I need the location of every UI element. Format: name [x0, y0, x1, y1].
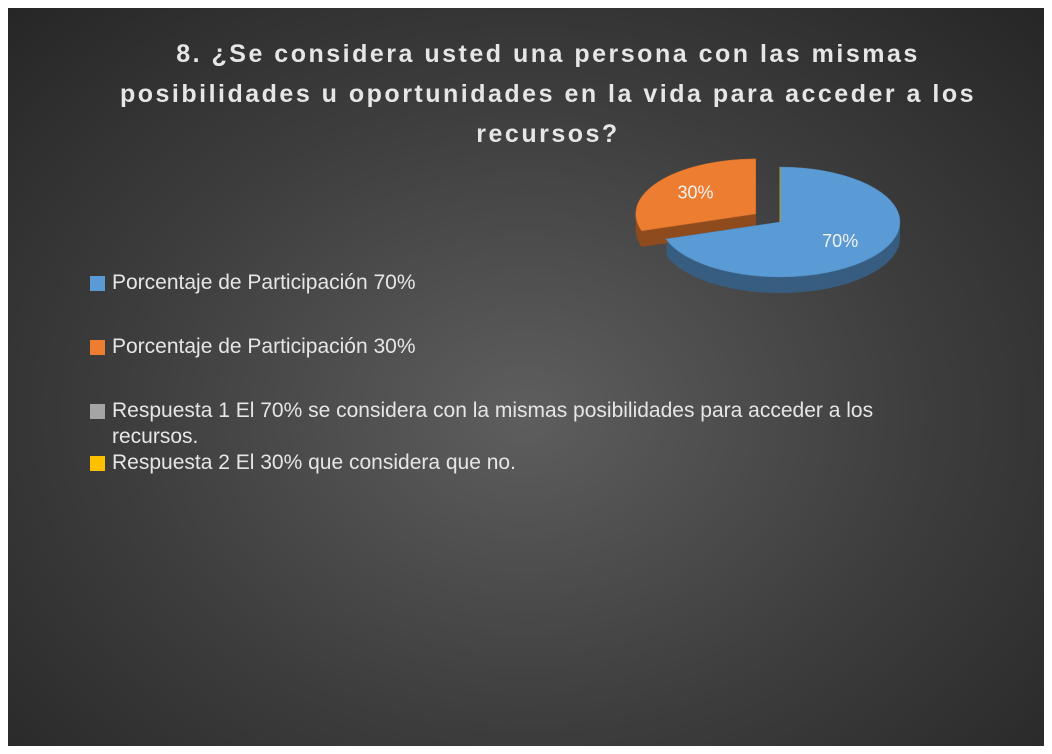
legend-swatch: [90, 456, 105, 471]
legend-label: Respuesta 2 El 30% que considera que no.: [112, 451, 516, 474]
legend: Porcentaje de Participación 70% Porcentaj…: [90, 270, 920, 476]
chart-title: 8. ¿Se considera usted una persona con l…: [119, 40, 977, 148]
slice: [665, 166, 901, 278]
data-label: 30%: [678, 183, 714, 203]
legend-swatch: [90, 276, 105, 291]
legend-label: Porcentaje de Participación 70%: [112, 271, 416, 294]
legend-label: Respuesta 1 El 70% se considera con la m…: [112, 399, 874, 448]
legend-item: Porcentaje de Participación 70%: [90, 270, 920, 296]
chart-area: 8. ¿Se considera usted una persona con l…: [8, 8, 1044, 746]
slice: [635, 158, 756, 232]
legend-label: Porcentaje de Participación 30%: [112, 335, 416, 358]
legend-item: Porcentaje de Participación 30%: [90, 334, 920, 360]
data-label: 70%: [822, 231, 858, 251]
legend-swatch: [90, 404, 105, 419]
legend-swatch: [90, 340, 105, 355]
legend-item: Respuesta 2 El 30% que considera que no.: [90, 450, 920, 476]
pie: 70% 30%: [635, 158, 901, 293]
legend-item: Respuesta 1 El 70% se considera con la m…: [90, 398, 920, 450]
